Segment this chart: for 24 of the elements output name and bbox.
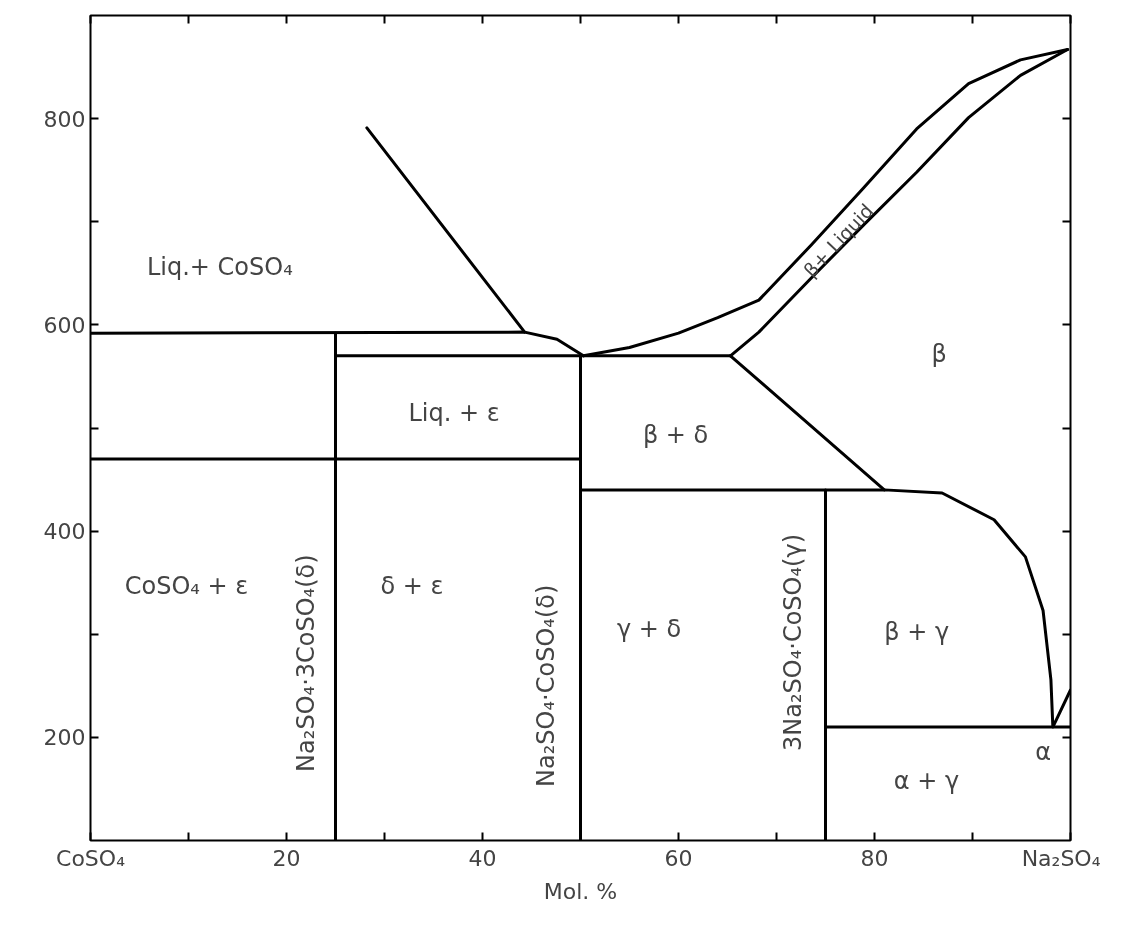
annotation: Liq. + ε [408,398,500,427]
x-tick-label: 60 [664,845,693,871]
annotation: β + δ [642,421,709,450]
annotation: γ + δ [616,615,682,644]
x-tick-label: CoSO₄ [56,845,126,871]
annotation: Na₂SO₄·CoSO₄(δ) [532,584,561,787]
annotation: Liq.+ CoSO₄ [146,253,293,282]
y-tick-label: 400 [43,519,86,545]
annotation: β + γ [884,618,950,647]
x-tick-label: 80 [860,845,889,871]
x-tick-label: Na₂SO₄ [1021,845,1101,871]
annotation: α [1035,737,1051,766]
x-tick-label: 40 [468,845,497,871]
x-tick-label: 20 [272,845,301,871]
annotation: β [931,339,947,368]
x-axis-title: Mol. % [543,878,618,904]
annotation: CoSO₄ + ε [124,571,249,600]
annotation: α + γ [893,766,960,795]
annotation: 3Na₂SO₄·CoSO₄(γ) [779,533,808,752]
y-tick-label: 800 [43,106,86,132]
annotation: δ + ε [380,571,444,600]
y-tick-label: 600 [43,312,86,338]
y-tick-label: 200 [43,725,86,751]
annotation: Na₂SO₄·3CoSO₄(δ) [292,554,321,772]
